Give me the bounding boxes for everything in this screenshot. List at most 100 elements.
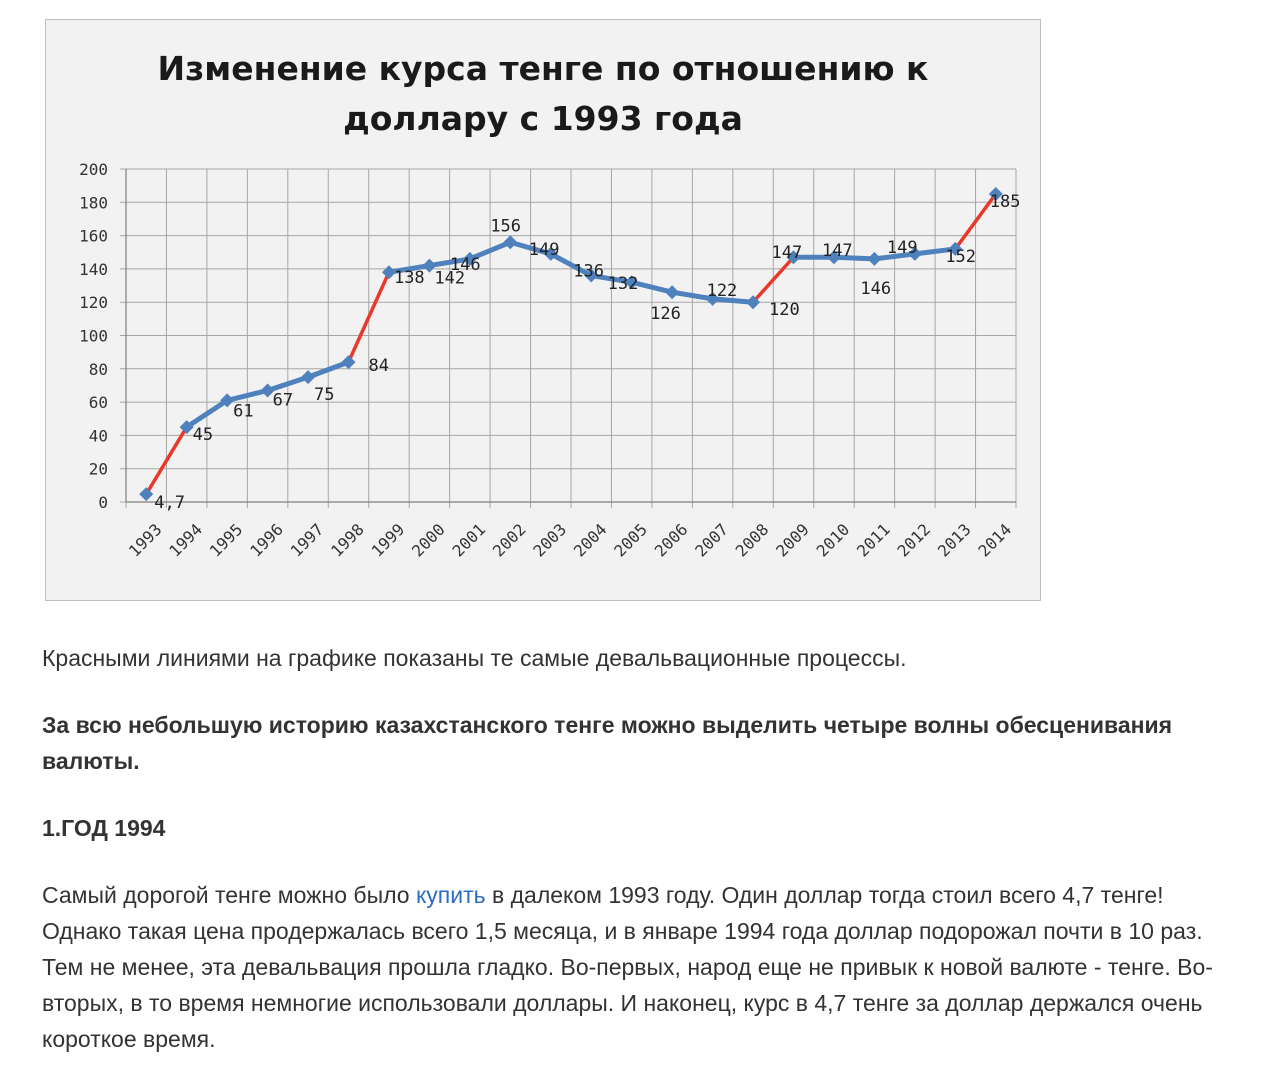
data-point xyxy=(786,250,801,265)
data-point xyxy=(260,383,275,398)
y-tick-label: 100 xyxy=(79,327,108,346)
data-point xyxy=(179,420,194,435)
x-tick-label: 2009 xyxy=(772,520,813,561)
data-point xyxy=(584,268,599,283)
series-segment xyxy=(305,359,351,380)
data-label: 120 xyxy=(769,300,800,320)
series-segment xyxy=(912,246,958,257)
series-segment xyxy=(426,256,473,269)
data-point xyxy=(301,370,316,385)
x-tick-label: 1995 xyxy=(206,520,247,561)
data-point xyxy=(948,241,963,256)
grid-layer xyxy=(120,168,1017,508)
x-tick-label: 1994 xyxy=(165,520,206,561)
series-segment xyxy=(629,279,675,295)
data-label: 147 xyxy=(772,243,803,263)
chart-title-line-2: доллару с 1993 года xyxy=(343,99,743,138)
devaluation-segment xyxy=(346,270,391,364)
series-segment xyxy=(184,397,230,430)
devaluation-segment xyxy=(953,192,998,251)
y-tick-label: 160 xyxy=(79,227,108,246)
data-point xyxy=(341,355,356,370)
chart-title-line-1: Изменение курса тенге по отношению к xyxy=(157,49,929,88)
y-tick-label: 20 xyxy=(89,460,108,479)
y-tick-label: 140 xyxy=(79,260,108,279)
devaluation-segment xyxy=(751,255,796,304)
data-label: 156 xyxy=(490,216,521,236)
y-tick-label: 180 xyxy=(79,193,108,212)
data-label: 4,7 xyxy=(154,493,185,513)
line-layer xyxy=(144,192,998,496)
data-point xyxy=(705,291,720,306)
buy-link[interactable]: купить xyxy=(415,882,486,908)
data-label: 126 xyxy=(650,304,681,324)
y-tick-label: 120 xyxy=(79,293,108,312)
y-tick-label: 80 xyxy=(89,360,108,379)
x-tick-label: 2007 xyxy=(691,520,732,561)
series-segment xyxy=(710,296,756,305)
x-tick-label: 2002 xyxy=(489,520,530,561)
x-tick-label: 2013 xyxy=(934,520,975,561)
section-heading: 1.ГОД 1994 xyxy=(42,815,166,841)
data-point xyxy=(988,186,1003,201)
x-tick-label: 1999 xyxy=(368,520,409,561)
data-point xyxy=(624,275,639,290)
section-paragraph: Самый дорогой тенге можно было купить в … xyxy=(42,877,1247,1057)
data-label: 149 xyxy=(887,238,918,258)
data-point xyxy=(867,251,882,266)
series-segment xyxy=(507,239,554,257)
series-segment xyxy=(467,239,513,262)
x-tick-label: 2003 xyxy=(529,520,570,561)
data-point xyxy=(462,251,477,266)
x-tick-label: 2004 xyxy=(570,520,611,561)
data-label: 84 xyxy=(369,356,389,376)
data-point xyxy=(503,235,518,250)
data-point xyxy=(665,285,680,300)
data-label: 146 xyxy=(450,255,481,275)
data-label: 147 xyxy=(822,241,853,261)
data-label: 61 xyxy=(233,401,253,421)
data-point xyxy=(220,393,235,408)
article: Красными линиями на графике показаны те … xyxy=(42,640,1247,1057)
x-tick-label: 1993 xyxy=(125,520,166,561)
x-tick-label: 1996 xyxy=(246,520,287,561)
data-point xyxy=(381,265,396,280)
y-tick-label: 60 xyxy=(89,393,108,412)
paragraph-text-start: Самый дорогой тенге можно было xyxy=(42,882,416,908)
x-tick-label: 1998 xyxy=(327,520,368,561)
x-tick-label: 2001 xyxy=(448,520,489,561)
x-tick-label: 2005 xyxy=(610,520,651,561)
series-segment xyxy=(871,251,918,262)
series-segment xyxy=(224,387,271,403)
data-label: 149 xyxy=(529,240,560,260)
x-tick-label: 2008 xyxy=(732,520,773,561)
x-tick-label: 2000 xyxy=(408,520,449,561)
series-segment xyxy=(831,254,877,262)
x-tick-label: 2006 xyxy=(651,520,692,561)
data-label: 67 xyxy=(273,390,293,410)
y-tick-label: 0 xyxy=(98,493,108,512)
chart-frame: Изменение курса тенге по отношению к дол… xyxy=(45,19,1041,601)
data-label: 75 xyxy=(314,385,334,405)
x-tick-label: 1997 xyxy=(287,520,328,561)
data-point xyxy=(543,246,558,261)
x-tick-label: 2014 xyxy=(974,520,1015,561)
data-label: 185 xyxy=(990,192,1021,212)
chart-title: Изменение курса тенге по отношению к дол… xyxy=(46,44,1040,144)
data-point xyxy=(907,246,922,261)
data-point xyxy=(746,295,761,310)
marker-layer xyxy=(139,186,1003,502)
x-tick-label: 2010 xyxy=(813,520,854,561)
data-label: 152 xyxy=(945,247,976,267)
devaluation-summary: За всю небольшую историю казахстанского … xyxy=(42,712,1173,774)
x-tick-label: 2011 xyxy=(853,520,894,561)
series-segment xyxy=(669,289,716,302)
data-point xyxy=(826,250,841,265)
data-label: 146 xyxy=(860,279,891,299)
devaluation-segment xyxy=(144,425,189,496)
series-segment xyxy=(548,251,594,279)
y-tick-label: 40 xyxy=(89,426,108,445)
